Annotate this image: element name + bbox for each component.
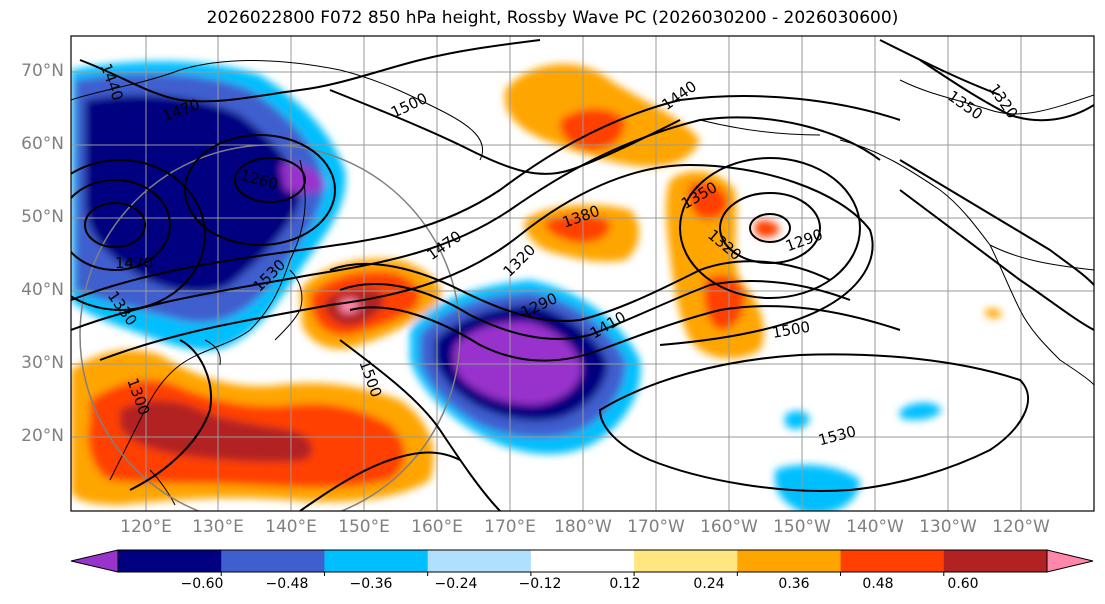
- lat-label: 60°N: [21, 134, 64, 154]
- lon-label: 140°E: [265, 517, 317, 537]
- lat-label: 30°N: [21, 353, 64, 373]
- lat-label: 70°N: [21, 61, 64, 81]
- contour-label: 1470: [115, 254, 153, 272]
- lat-label: 40°N: [21, 280, 64, 300]
- colorbar: [70, 549, 1094, 576]
- lon-label: 150°E: [338, 517, 390, 537]
- colorbar-segment: [634, 550, 738, 572]
- colorbar-tick-label: −0.12: [518, 576, 562, 592]
- lon-label: 140°W: [846, 517, 904, 537]
- lon-label: 160°E: [411, 517, 463, 537]
- colorbar-segment: [737, 550, 842, 572]
- colorbar-tick-label: 0.48: [862, 576, 894, 592]
- colorbar-segment: [530, 550, 635, 572]
- lon-label: 170°E: [484, 517, 536, 537]
- lat-label: 50°N: [21, 207, 64, 227]
- colorbar-min-extend: [70, 549, 119, 573]
- lon-label: 130°W: [919, 517, 977, 537]
- graticule: [71, 36, 1094, 511]
- lon-label: 160°W: [700, 517, 758, 537]
- lon-label: 170°W: [627, 517, 685, 537]
- map-frame: [70, 35, 1095, 512]
- height-contours: [71, 39, 1094, 511]
- map-panel: 1440 1470 1500 1440 1350 1320 1260 1350 …: [71, 36, 1094, 511]
- negative-anomaly-south: [775, 464, 860, 511]
- lon-label: 180°W: [554, 517, 612, 537]
- colorbar-max-extend: [1046, 549, 1094, 573]
- colorbar-tick-label: 0.36: [778, 576, 810, 592]
- colorbar-tick-label: −0.36: [349, 576, 393, 592]
- colorbar-segment: [943, 550, 1048, 572]
- colorbar-segment: [324, 550, 429, 572]
- colorbar-segment: [427, 550, 532, 572]
- great-circle: [79, 144, 461, 511]
- colorbar-frame: [117, 549, 1048, 573]
- colorbar-tick-label: 0.24: [693, 576, 725, 592]
- lon-label: 120°E: [120, 517, 172, 537]
- figure-title: 2026022800 F072 850 hPa height, Rossby W…: [206, 8, 899, 28]
- colorbar-tick-label: −0.24: [434, 576, 478, 592]
- lon-label: 150°W: [773, 517, 831, 537]
- colorbar-tick-label: 0.60: [947, 576, 979, 592]
- colorbar-tick-label: −0.60: [180, 576, 224, 592]
- lon-label: 120°W: [992, 517, 1050, 537]
- lat-label: 20°N: [21, 426, 64, 446]
- colorbar-tick-label: −0.48: [265, 576, 309, 592]
- colorbar-segment: [840, 550, 945, 572]
- lon-label: 130°E: [192, 517, 244, 537]
- colorbar-segment: [118, 550, 222, 572]
- colorbar-tick-label: 0.12: [609, 576, 641, 592]
- colorbar-segment: [221, 550, 325, 572]
